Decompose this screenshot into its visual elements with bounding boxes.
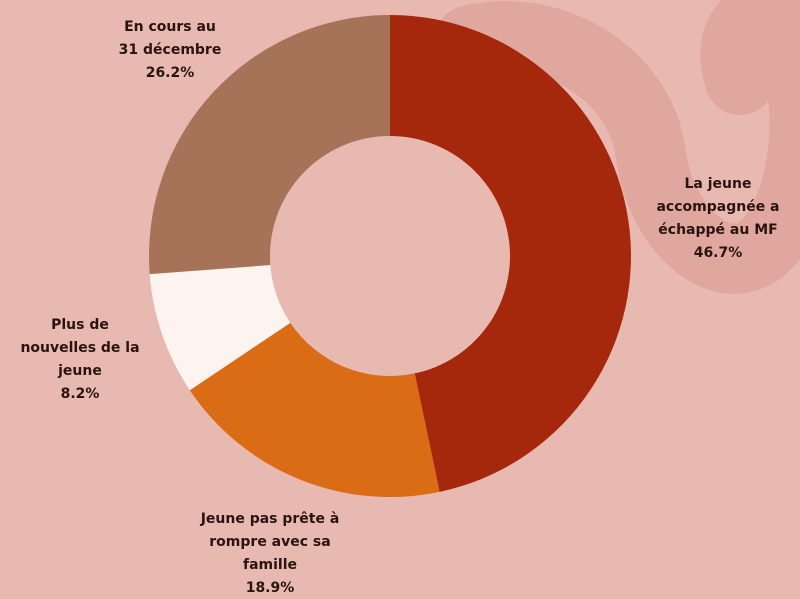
slice-label: jeune [57, 363, 102, 379]
slice-value-label: 26.2% [146, 65, 195, 81]
donut-slice [189, 322, 440, 498]
donut-slice [149, 265, 291, 391]
slice-label: rompre avec sa [209, 534, 330, 550]
slice-label: Plus de [51, 317, 109, 333]
slice-label: échappé au MF [658, 222, 777, 238]
slice-label: En cours au [124, 19, 216, 35]
slice-label: nouvelles de la [20, 340, 139, 356]
background-swirl [435, 0, 800, 294]
donut-slice [149, 15, 390, 275]
slice-value-label: 46.7% [694, 245, 743, 261]
slice-value-label: 8.2% [61, 386, 100, 402]
slice-label: La jeune [685, 176, 752, 192]
slice-label: Jeune pas prête à [200, 511, 340, 527]
donut-slice [390, 15, 632, 492]
slice-label: accompagnée a [656, 199, 779, 215]
slice-value-label: 18.9% [246, 580, 295, 596]
slice-label: famille [243, 557, 297, 573]
slice-label: 31 décembre [119, 42, 222, 58]
